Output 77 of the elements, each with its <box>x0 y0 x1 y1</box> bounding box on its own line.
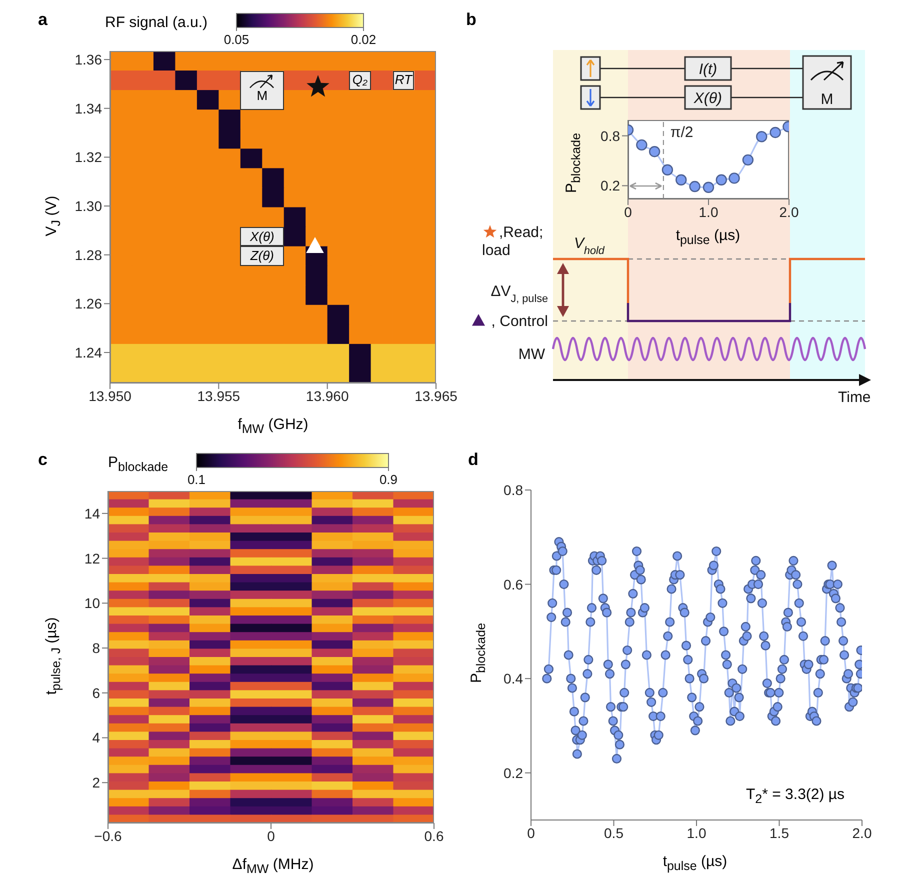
chart-title: d <box>468 450 478 469</box>
x-tick-label: 13.955 <box>197 388 240 404</box>
y-tick-label: 1.28 <box>74 246 102 263</box>
point <box>689 180 700 192</box>
point <box>676 174 687 186</box>
x-tick-label: 0.5 <box>604 824 624 841</box>
text: I(t) <box>698 61 718 78</box>
y-tick-label: 0.4 <box>504 670 524 687</box>
point <box>728 172 740 184</box>
text: MW <box>518 346 546 363</box>
point <box>636 139 648 151</box>
y-tick-label: 0.8 <box>504 482 524 498</box>
y-tick-label: 10 <box>84 595 100 612</box>
y-tick-label: 0.6 <box>504 576 524 592</box>
text: load <box>482 242 510 259</box>
text: V$_{hold}$ <box>574 235 606 257</box>
point <box>662 164 674 176</box>
chart-title: a <box>38 10 48 29</box>
x-tick-label: 0 <box>527 824 536 841</box>
x-tick-label: 0 <box>624 204 632 220</box>
text: Time <box>838 389 871 406</box>
point <box>770 126 781 138</box>
annotation: M <box>256 88 269 103</box>
point <box>742 154 754 166</box>
text: ,Read; <box>499 224 544 241</box>
x-axis-title: f$_{MW}$ (GHz) <box>238 416 308 436</box>
x-tick-label: 1.0 <box>698 204 718 220</box>
x-tick-label: 13.950 <box>88 388 132 404</box>
y-tick-label: 2 <box>92 774 100 791</box>
text: , Control <box>491 313 548 330</box>
text: M <box>820 91 834 108</box>
y-tick-label: 0.2 <box>504 764 524 781</box>
y-tick-label: 1.34 <box>74 100 102 116</box>
annotation: Q₂ <box>350 72 370 88</box>
text: b <box>466 10 476 29</box>
y-tick-label: 0.8 <box>600 128 620 144</box>
x-tick-label: 1.0 <box>686 824 706 841</box>
color-bar-title: RF signal (a.u.) <box>105 14 208 31</box>
text: X(θ) <box>692 90 722 107</box>
y-tick-label: 1.36 <box>74 52 102 68</box>
y-tick-label: 14 <box>84 505 100 522</box>
point <box>702 182 714 193</box>
x-tick-label: 2.0 <box>779 204 799 220</box>
x-axis-title: t$_{pulse}$ (µs) <box>676 227 740 247</box>
color-bar-title: P$_{blockade}$ <box>108 454 168 474</box>
y-tick-label: 4 <box>92 730 100 746</box>
point <box>756 131 768 142</box>
text: ΔV$_{J, pulse}$ <box>490 283 548 305</box>
y-tick-label: 8 <box>92 640 100 656</box>
y-tick-label: 12 <box>84 550 100 566</box>
x-tick-label: 2.0 <box>852 824 872 841</box>
color-bar-label: 0.9 <box>380 472 398 487</box>
y-tick-label: 6 <box>92 684 100 701</box>
x-axis-title: Δf$_{MW}$ (MHz) <box>232 856 314 874</box>
point <box>716 174 727 186</box>
annotation: Z(θ) <box>241 248 283 264</box>
y-tick-label: 1.24 <box>74 344 102 360</box>
ref-line-label: π/2 <box>670 124 694 141</box>
y-tick-label: 1.30 <box>74 198 102 214</box>
x-axis-title: t$_{pulse}$ (µs) <box>662 853 728 873</box>
x-tick-label: 13.960 <box>306 388 349 404</box>
x-tick-label: 1.5 <box>770 824 790 841</box>
y-tick-label: 0.2 <box>600 178 620 194</box>
annotation: T$_{2}$* = 3.3(2) µs <box>746 786 845 806</box>
chart-title: c <box>38 450 48 469</box>
y-tick-label: 1.32 <box>74 149 102 166</box>
annotation: X(θ) <box>241 228 283 244</box>
x-tick-label: −0.6 <box>94 828 122 844</box>
x-tick-label: 13.965 <box>414 388 458 404</box>
annotation: RT <box>394 72 414 88</box>
x-tick-label: 0.6 <box>424 828 444 844</box>
x-tick-label: 0 <box>267 828 276 844</box>
point <box>648 146 660 158</box>
color-bar-label: 0.05 <box>223 32 249 47</box>
y-tick-label: 1.26 <box>74 296 102 312</box>
color-bar-label: 0.02 <box>350 32 376 47</box>
color-bar-label: 0.1 <box>188 472 206 487</box>
